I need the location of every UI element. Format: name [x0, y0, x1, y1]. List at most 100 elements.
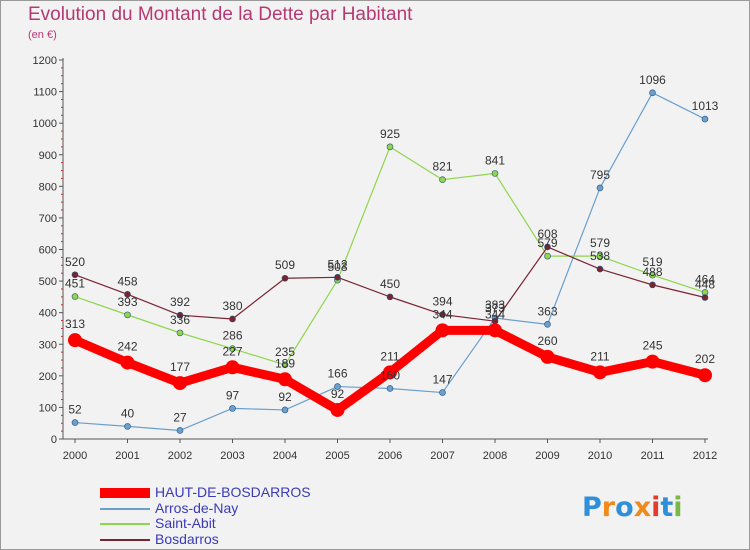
data-point	[386, 385, 394, 392]
data-label: 260	[537, 334, 557, 348]
data-point	[645, 354, 660, 369]
data-point	[491, 170, 499, 177]
data-label: 189	[275, 356, 295, 370]
data-label: 392	[170, 295, 190, 309]
data-label: 363	[537, 304, 557, 318]
data-label: 579	[537, 236, 557, 250]
data-label: 393	[117, 295, 137, 309]
data-label: 608	[537, 227, 557, 241]
chart-subtitle: (en €)	[28, 29, 57, 41]
x-tick-label: 2001	[115, 450, 139, 462]
logo-letter: i	[673, 492, 683, 523]
logo-letter: x	[633, 492, 652, 523]
data-label: 52	[68, 403, 82, 417]
x-tick-label: 2012	[693, 450, 717, 462]
proxiti-logo: Proxiti	[582, 492, 683, 523]
logo-letter: r	[601, 492, 616, 523]
data-label: 166	[327, 367, 347, 381]
data-point	[176, 311, 184, 319]
data-point	[544, 243, 551, 251]
data-point	[593, 365, 607, 380]
data-point	[701, 115, 709, 123]
data-label: 458	[117, 274, 137, 288]
data-point	[68, 333, 82, 348]
data-point	[334, 383, 341, 390]
series-arros-de-nay	[71, 89, 709, 434]
data-point	[173, 376, 187, 391]
data-point	[698, 368, 712, 383]
data-label: 211	[380, 349, 399, 363]
data-label: 464	[695, 272, 715, 286]
data-point	[71, 271, 79, 279]
data-label: 92	[278, 390, 292, 404]
legend-swatch-bosdarros	[100, 538, 150, 541]
data-label: 451	[65, 277, 85, 291]
data-label: 40	[121, 406, 135, 420]
legend-label: Saint-Abit	[155, 515, 216, 531]
data-label: 286	[222, 329, 242, 343]
data-point	[386, 293, 394, 301]
data-point	[225, 360, 240, 375]
data-label: 520	[65, 255, 85, 269]
y-tick-label: 1100	[33, 87, 57, 99]
data-label: 147	[432, 373, 452, 387]
data-point	[124, 311, 131, 319]
data-label: 380	[222, 299, 242, 313]
data-label: 488	[642, 265, 662, 279]
y-tick-label: 1000	[33, 118, 57, 130]
data-label: 450	[380, 277, 400, 291]
x-tick-label: 2011	[641, 450, 665, 462]
data-point	[330, 402, 345, 417]
y-tick-label: 400	[39, 308, 57, 320]
data-label: 245	[642, 339, 662, 353]
data-point	[383, 365, 397, 380]
data-point	[229, 315, 236, 323]
legend-label: Arros-de-Nay	[155, 499, 239, 516]
data-point	[120, 355, 135, 370]
data-point	[439, 389, 446, 396]
data-point	[229, 405, 236, 412]
x-tick-label: 2000	[63, 450, 87, 462]
x-tick-label: 2004	[273, 450, 297, 462]
x-tick-label: 2010	[588, 450, 612, 462]
data-label: 344	[432, 307, 452, 321]
legend-swatch-arros-de-nay	[100, 507, 150, 510]
y-tick-label: 100	[39, 402, 57, 414]
data-point	[176, 427, 184, 434]
logo-letter: i	[651, 492, 661, 523]
legend-swatch-saint-abit	[100, 523, 150, 525]
data-label: 97	[226, 388, 240, 402]
data-point	[229, 345, 236, 352]
data-label: 211	[590, 349, 609, 363]
series-bosdarros	[71, 243, 709, 325]
data-label: 344	[485, 307, 505, 321]
y-tick-label: 800	[39, 181, 57, 193]
x-tick-label: 2008	[483, 450, 507, 462]
data-point	[649, 281, 656, 289]
data-point	[176, 329, 184, 337]
data-label: 383	[485, 298, 505, 312]
data-point	[596, 252, 604, 260]
data-label: 227	[222, 344, 242, 358]
y-tick-label: 300	[39, 339, 57, 351]
data-label: 27	[173, 410, 187, 424]
y-tick-label: 200	[39, 371, 57, 383]
series-saint-abit	[71, 143, 709, 369]
logo-letter: P	[582, 492, 602, 523]
x-tick-label: 2006	[378, 450, 402, 462]
data-point	[596, 184, 604, 192]
data-point	[540, 349, 555, 364]
data-point	[544, 321, 551, 328]
y-tick-label: 700	[39, 213, 57, 225]
legend-label: Bosdarros	[155, 530, 219, 547]
data-label: 925	[380, 127, 400, 141]
y-tick-label: 600	[39, 245, 57, 257]
data-label: 795	[590, 168, 610, 182]
x-tick-label: 2003	[220, 450, 244, 462]
data-point	[544, 252, 551, 260]
data-point	[281, 361, 289, 369]
data-label: 512	[327, 257, 347, 271]
data-label: 202	[695, 352, 715, 366]
data-label: 519	[642, 255, 662, 269]
